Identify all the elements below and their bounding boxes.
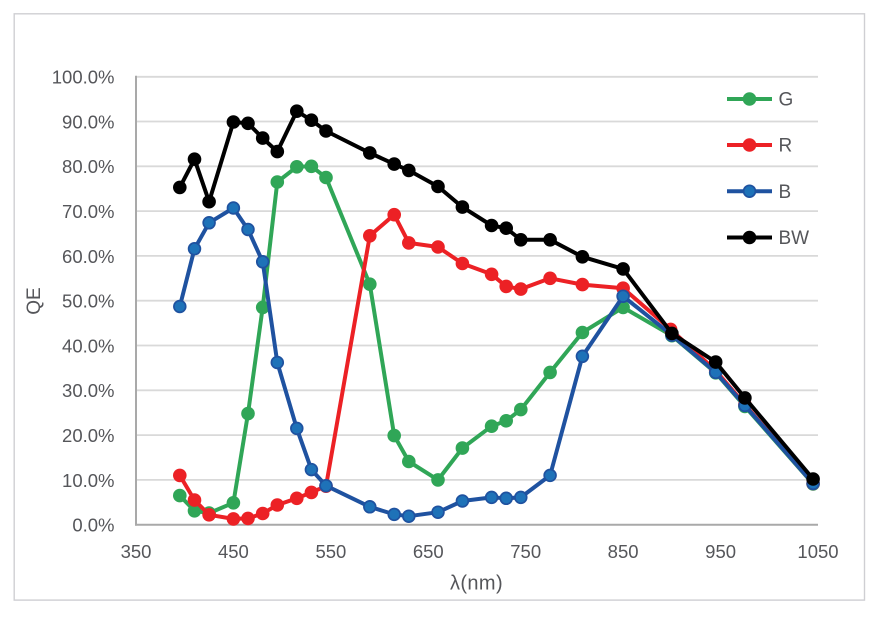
svg-text:450: 450 [218, 541, 249, 562]
svg-text:G: G [779, 90, 794, 111]
svg-text:BW: BW [779, 228, 810, 249]
svg-text:70.0%: 70.0% [62, 201, 114, 222]
svg-text:60.0%: 60.0% [62, 246, 114, 267]
svg-text:350: 350 [121, 541, 152, 562]
svg-text:100.0%: 100.0% [52, 67, 115, 88]
svg-text:0.0%: 0.0% [72, 515, 114, 536]
svg-text:20.0%: 20.0% [62, 425, 114, 446]
svg-text:650: 650 [413, 541, 444, 562]
svg-text:40.0%: 40.0% [62, 335, 114, 356]
svg-text:30.0%: 30.0% [62, 380, 114, 401]
svg-text:550: 550 [315, 541, 346, 562]
svg-text:90.0%: 90.0% [62, 111, 114, 132]
svg-text:QE: QE [24, 287, 45, 314]
svg-text:80.0%: 80.0% [62, 156, 114, 177]
svg-text:B: B [779, 182, 792, 203]
svg-text:850: 850 [608, 541, 639, 562]
svg-text:λ(nm): λ(nm) [450, 573, 503, 595]
svg-text:1050: 1050 [797, 541, 838, 562]
svg-text:R: R [779, 136, 793, 157]
svg-text:750: 750 [510, 541, 541, 562]
svg-text:50.0%: 50.0% [62, 291, 114, 312]
svg-text:950: 950 [705, 541, 736, 562]
svg-text:10.0%: 10.0% [62, 470, 114, 491]
